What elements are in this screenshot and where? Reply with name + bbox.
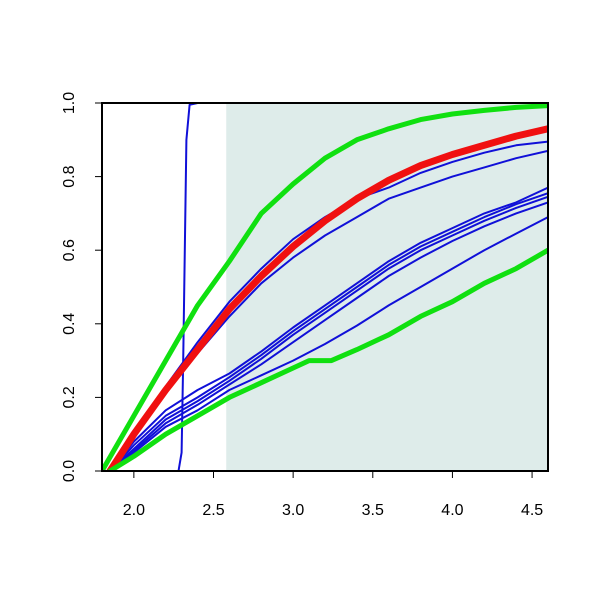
y-tick-label: 0.0 <box>61 460 78 482</box>
x-tick-label: 3.0 <box>282 502 304 519</box>
green-series-line-11 <box>107 247 548 471</box>
y-axis: 0.0 0.2 0.4 0.6 0.8 1.0 <box>61 92 103 482</box>
x-tick-label: 4.5 <box>521 502 543 519</box>
x-tick-label: 4.0 <box>441 502 463 519</box>
blue-series-line-8 <box>109 216 548 471</box>
x-tick-label: 2.5 <box>202 502 224 519</box>
shaded-region <box>226 103 548 471</box>
x-tick-label: 2.0 <box>123 502 145 519</box>
red-series-line-9 <box>106 125 548 471</box>
blue-series-line-4 <box>109 186 548 471</box>
blue-series-line-5 <box>109 192 548 471</box>
y-tick-label: 0.2 <box>61 386 78 408</box>
y-tick-label: 0.6 <box>61 239 78 261</box>
x-tick-label: 3.5 <box>362 502 384 519</box>
x-axis: 2.0 2.5 3.0 3.5 4.0 4.5 <box>123 470 543 519</box>
series-layer <box>102 103 548 471</box>
y-tick-label: 0.8 <box>61 165 78 187</box>
blue-series-line-6 <box>109 195 548 471</box>
blue-series-line-7 <box>109 201 548 471</box>
y-tick-label: 1.0 <box>61 92 78 114</box>
y-tick-label: 0.4 <box>61 313 78 335</box>
green-series-line-10 <box>102 103 548 471</box>
